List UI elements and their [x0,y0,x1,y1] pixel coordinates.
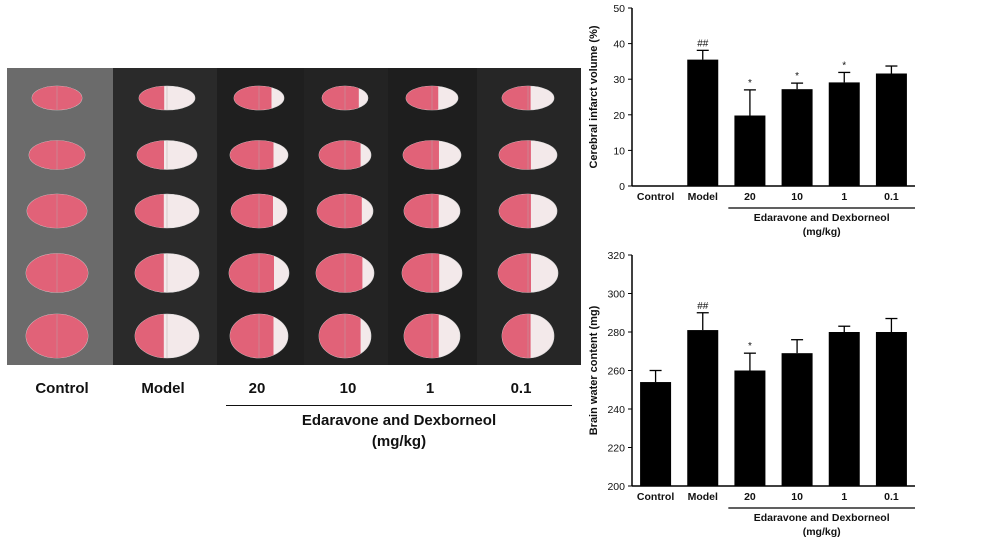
x-tick-label: Control [637,491,674,503]
photo-label-20: 20 [248,380,266,397]
x-tick-label: 1 [841,191,847,203]
bar [828,82,860,186]
x-tick-label: 10 [791,191,803,203]
brain-slice [229,140,289,170]
significance-mark: * [795,71,799,82]
y-tick-label: 220 [607,443,625,455]
x-tick-label: Model [688,191,718,203]
photo-group-bracket [226,405,572,406]
significance-mark: ## [697,301,709,312]
brain-slice [498,140,558,170]
x-tick-label: 20 [744,191,756,203]
x-tick-label: 20 [744,491,756,503]
brain-slice [228,253,290,293]
brain-slice [318,313,372,359]
brain-slice [318,140,372,170]
y-tick-label: 0 [619,181,625,193]
x-tick-label: 10 [791,491,803,503]
photo-label-1: 1 [425,380,435,397]
bar [875,73,907,186]
group-unit: (mg/kg) [803,526,841,538]
bar [687,59,719,187]
bar [734,370,766,486]
photo-label-control: Control [35,380,89,397]
significance-mark: * [748,78,752,89]
bar [781,89,813,186]
bar [875,332,907,486]
x-tick-label: 0.1 [884,191,899,203]
brain-slice [498,193,558,229]
brain-slice [25,313,89,359]
y-tick-label: 50 [613,3,625,15]
brain-slice [233,85,285,111]
infarct-chart-group: 0 10 20 30 40 50 Cerebral infarct volume (%) Co… [588,3,915,238]
bar [640,382,672,486]
y-tick-label: 10 [613,145,625,157]
x-tick-label: Control [637,191,674,203]
y-tick-label: 280 [607,327,625,339]
y-tick-label: 240 [607,404,625,416]
brain-slice [230,193,288,229]
water-chart-group: 200 220 240 260 280 300 320 Brain water content… [588,250,915,538]
x-tick-label: 0.1 [884,491,899,503]
bar [687,330,719,486]
photo-label-0-1: 0.1 [510,380,532,397]
significance-mark: ## [697,38,709,49]
y-tick-label: 30 [613,74,625,86]
photo-label-model: Model [141,380,185,397]
brain-slice [321,85,369,111]
brain-slice [315,253,375,293]
x-tick-label: Model [688,491,718,503]
photo-label-10: 10 [339,380,357,397]
significance-mark: * [748,341,752,352]
brain-slice [26,193,88,229]
group-label: Edaravone and Dexborneol [754,512,890,524]
photo-group-label: Edaravone and Dexborneol [301,412,497,429]
significance-mark: * [842,60,846,71]
brain-slice [316,193,374,229]
brain-slices-photo [7,68,581,365]
bar [734,115,766,186]
brain-slice [405,85,459,111]
bar [781,353,813,486]
brain-slice [25,253,89,293]
y-tick-label: 40 [613,39,625,51]
group-unit: (mg/kg) [803,226,841,238]
photo-group-unit: (mg/kg) [371,433,427,450]
brain-slice [229,313,289,359]
bar [828,332,860,486]
y-axis-label: Brain water content (mg) [588,305,600,435]
y-tick-label: 20 [613,110,625,122]
y-tick-label: 200 [607,481,625,493]
group-label: Edaravone and Dexborneol [754,212,890,224]
brain-slice [501,313,555,359]
brain-slice [31,85,83,111]
y-tick-label: 260 [607,366,625,378]
y-axis-label: Cerebral infarct volume (%) [588,25,600,168]
y-tick-label: 300 [607,289,625,301]
x-tick-label: 1 [841,491,847,503]
y-tick-label: 320 [607,250,625,262]
brain-slice [28,140,86,170]
